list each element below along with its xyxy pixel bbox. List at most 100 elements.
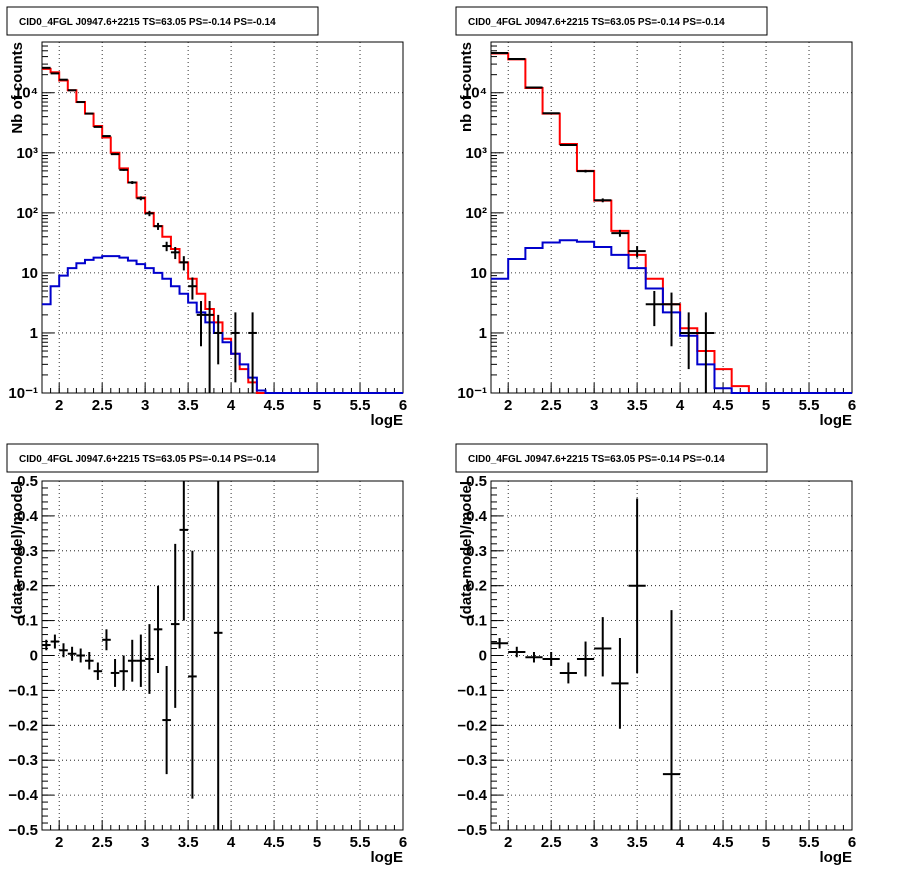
- x-tick-label: 4: [676, 397, 685, 414]
- data-point: [76, 101, 85, 104]
- panel-title: CID0_4FGL J0947.6+2215 TS=63.05 PS=-0.14…: [455, 443, 768, 473]
- y-tick-label: −0.3: [8, 752, 38, 769]
- x-tick-label: 6: [399, 834, 407, 851]
- x-tick-label: 3.5: [178, 397, 199, 414]
- x-tick-label: 5: [762, 397, 770, 414]
- y-tick-label: 0.5: [17, 473, 38, 490]
- data-point: [645, 290, 663, 327]
- y-tick-label: −0.5: [8, 822, 38, 839]
- data-point: [576, 169, 595, 173]
- data-point: [188, 277, 197, 300]
- panel-title: CID0_4FGL J0947.6+2215 TS=63.05 PS=-0.14…: [6, 443, 319, 473]
- y-tick-label: 1: [479, 325, 487, 342]
- x-tick-label: 5: [313, 397, 321, 414]
- data-point: [594, 617, 612, 677]
- data-point: [525, 86, 543, 89]
- data-point: [205, 301, 214, 393]
- data-point: [188, 550, 197, 799]
- data-point: [611, 638, 629, 729]
- data-point: [162, 241, 171, 252]
- data-point: [119, 655, 128, 691]
- data-point: [542, 652, 560, 666]
- y-tick-label: −0.3: [457, 752, 487, 769]
- x-tick-label: 2: [504, 834, 512, 851]
- panel-4: CID0_4FGL J0947.6+2215 TS=63.05 PS=-0.14…: [455, 443, 856, 866]
- data-point: [170, 246, 180, 260]
- data-point: [76, 648, 85, 663]
- x-tick-label: 2.5: [541, 834, 562, 851]
- y-tick-label: 10: [470, 265, 487, 282]
- x-tick-label: 6: [848, 397, 856, 414]
- y-tick-label: −0.2: [457, 717, 487, 734]
- x-tick-label: 4: [227, 834, 236, 851]
- data-point: [93, 125, 103, 128]
- y-axis-label: nb of counts: [458, 42, 475, 132]
- y-tick-label: 0.1: [17, 613, 38, 630]
- x-tick-label: 3.5: [178, 834, 199, 851]
- x-tick-label: 3: [590, 397, 598, 414]
- data-point: [697, 312, 715, 393]
- x-tick-label: 3.5: [627, 397, 648, 414]
- x-tick-label: 3: [141, 834, 149, 851]
- title-box: [455, 443, 768, 473]
- x-tick-label: 2: [55, 834, 63, 851]
- component-model-histogram: [42, 255, 403, 394]
- y-tick-label: 0.4: [466, 508, 488, 525]
- x-axis-label: logE: [371, 412, 404, 429]
- x-tick-label: 4.5: [713, 834, 734, 851]
- data-point: [153, 585, 163, 673]
- data-point: [136, 196, 146, 201]
- y-tick-label: 10⁻¹: [8, 385, 38, 402]
- data-point: [525, 652, 543, 663]
- data-point: [196, 301, 206, 347]
- y-tick-label: −0.2: [8, 717, 38, 734]
- component-model-histogram: [491, 239, 852, 394]
- data-point: [102, 135, 111, 138]
- x-tick-label: 6: [848, 834, 856, 851]
- x-tick-label: 5.5: [799, 397, 820, 414]
- y-tick-label: 10³: [465, 145, 487, 162]
- data-point: [127, 181, 137, 185]
- data-point: [542, 112, 560, 115]
- data-point: [102, 629, 111, 651]
- data-point: [110, 658, 120, 687]
- y-tick-label: −0.1: [457, 682, 487, 699]
- title-box: [6, 443, 319, 473]
- y-tick-label: 10²: [16, 205, 38, 222]
- y-tick-label: −0.5: [457, 822, 487, 839]
- x-tick-label: 4.5: [713, 397, 734, 414]
- x-tick-label: 4.5: [264, 397, 285, 414]
- y-tick-label: 0.5: [466, 473, 487, 490]
- data-point: [248, 312, 257, 393]
- data-point: [110, 153, 120, 156]
- data-point: [680, 312, 698, 370]
- y-tick-label: 0.2: [466, 578, 487, 595]
- panel-3: CID0_4FGL J0947.6+2215 TS=63.05 PS=-0.14…: [6, 443, 407, 866]
- y-tick-label: 1: [30, 325, 38, 342]
- y-tick-label: −0.4: [457, 787, 487, 804]
- x-tick-label: 3.5: [627, 834, 648, 851]
- data-point: [594, 198, 612, 203]
- data-point: [179, 256, 189, 271]
- data-point: [153, 222, 163, 230]
- data-point: [93, 662, 103, 680]
- data-point: [662, 292, 681, 347]
- data-point: [59, 78, 68, 81]
- data-point: [42, 639, 51, 651]
- y-tick-label: 0.3: [17, 543, 38, 560]
- data-point: [231, 312, 240, 383]
- panel-title: CID0_4FGL J0947.6+2215 TS=63.05 PS=-0.14…: [6, 6, 319, 36]
- x-tick-label: 3: [590, 834, 598, 851]
- x-tick-label: 3: [141, 397, 149, 414]
- y-tick-label: −0.1: [8, 682, 38, 699]
- y-tick-label: 10²: [465, 205, 487, 222]
- title-box: [455, 6, 768, 36]
- data-point: [50, 634, 60, 649]
- x-tick-label: 5.5: [350, 397, 371, 414]
- data-point: [136, 634, 146, 687]
- y-tick-label: 0.1: [466, 613, 487, 630]
- data-point: [84, 112, 94, 115]
- data-point: [662, 610, 681, 830]
- y-axis-label: (data-model)/model: [9, 481, 26, 619]
